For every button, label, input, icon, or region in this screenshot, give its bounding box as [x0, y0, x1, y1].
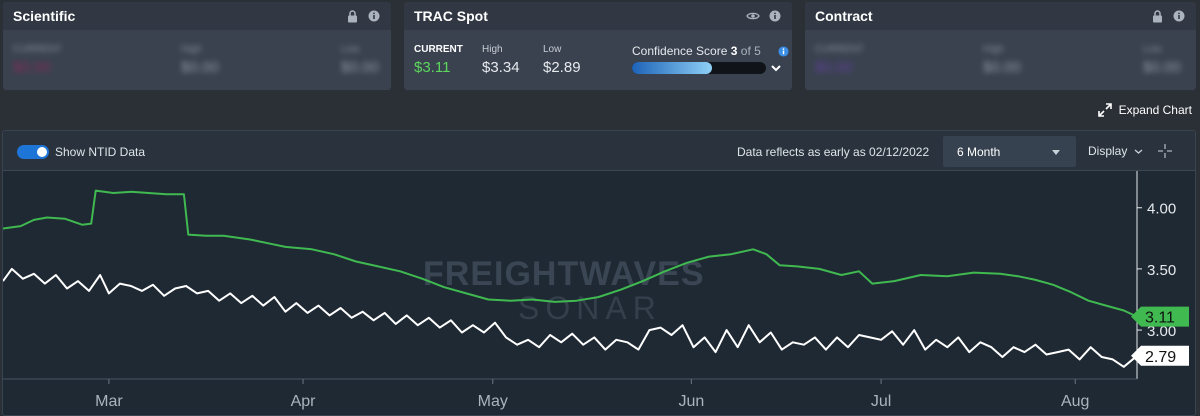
contract-high: High $0.00 [983, 44, 1021, 76]
confidence-info-icon[interactable] [776, 44, 790, 58]
chevron-down-icon[interactable] [770, 60, 782, 78]
contract-low: Low $0.00 [1143, 44, 1181, 76]
series-last-value-tag [1131, 306, 1189, 327]
scientific-card-header: Scientific [3, 2, 391, 30]
confidence-of-text: of 5 [740, 44, 761, 58]
scientific-low: Low $0.00 [341, 44, 379, 76]
chart-panel: Show NTID Data Data reflects as early as… [2, 130, 1196, 416]
contract-current-label: CURRENT [815, 44, 864, 55]
scientific-card: Scientific CURRENT $0.00 High $0.00 Low … [3, 2, 391, 90]
trac-current-value: $3.11 [414, 59, 451, 76]
caret-down-icon [1052, 150, 1060, 155]
contract-low-value: $0.00 [1143, 59, 1181, 76]
scientific-low-label: Low [341, 44, 360, 55]
watermark-line1: FREIGHTWAVES [423, 255, 705, 293]
data-reflects-note: Data reflects as early as 02/12/2022 [737, 145, 930, 159]
contract-current: CURRENT $0.00 [815, 44, 864, 76]
time-range-select[interactable]: 6 Month [943, 136, 1076, 167]
trac-low-label: Low [543, 44, 562, 55]
contract-card: Contract CURRENT $0.00 High $0.00 Low $0… [805, 2, 1196, 90]
contract-high-label: High [983, 44, 1004, 55]
y-tick-label: 3.50 [1147, 262, 1176, 279]
trac-card-title: TRAC Spot [414, 8, 488, 24]
trac-current: CURRENT $3.11 [414, 44, 463, 76]
x-tick-label: Aug [1061, 393, 1089, 410]
trac-high-value: $3.34 [482, 59, 520, 76]
info-icon[interactable] [1172, 9, 1186, 23]
x-tick-label: Mar [95, 393, 123, 410]
scientific-current-value: $0.00 [13, 59, 51, 76]
series-last-value-label: 2.79 [1145, 349, 1176, 366]
contract-card-header: Contract [805, 2, 1196, 30]
scientific-low-value: $0.00 [341, 59, 379, 76]
display-menu[interactable]: Display [1088, 144, 1143, 158]
series-line-trac-spot [3, 189, 1138, 318]
trac-high-label: High [482, 44, 503, 55]
trac-low: Low $2.89 [543, 44, 581, 76]
trac-spot-card: TRAC Spot CURRENT $3.11 High $3.34 Low $… [404, 2, 792, 90]
confidence-score-fill [632, 62, 713, 74]
ntid-toggle[interactable] [17, 145, 49, 159]
contract-high-value: $0.00 [983, 59, 1021, 76]
lock-icon[interactable] [1150, 9, 1164, 23]
y-tick-label: 4.00 [1147, 201, 1176, 218]
scientific-high: High $0.00 [181, 44, 219, 76]
x-tick-label: Jul [871, 393, 891, 410]
ntid-toggle-label: Show NTID Data [55, 145, 146, 159]
contract-card-title: Contract [815, 8, 873, 24]
scientific-current: CURRENT $0.00 [13, 44, 62, 76]
display-label: Display [1088, 144, 1128, 158]
trac-card-header: TRAC Spot [404, 2, 792, 30]
scientific-high-label: High [181, 44, 202, 55]
eye-icon[interactable] [746, 9, 760, 23]
lock-icon[interactable] [345, 9, 359, 23]
scientific-card-title: Scientific [13, 8, 76, 24]
contract-low-label: Low [1143, 44, 1162, 55]
x-tick-label: May [478, 393, 508, 410]
scientific-current-label: CURRENT [13, 44, 62, 55]
series-line-ntid [3, 267, 1138, 368]
chart-toolbar: Show NTID Data Data reflects as early as… [3, 131, 1195, 171]
watermark-line2: SONAR [518, 290, 662, 326]
series-last-value-tag [1131, 345, 1189, 366]
trac-low-value: $2.89 [543, 59, 581, 76]
x-tick-label: Jun [678, 393, 704, 410]
confidence-label-text: Confidence Score [632, 44, 728, 58]
expand-chart-label: Expand Chart [1118, 103, 1192, 117]
confidence-score-label: Confidence Score 3 of 5 [632, 44, 761, 58]
y-tick-label: 3.00 [1147, 323, 1176, 340]
contract-current-value: $0.00 [815, 59, 853, 76]
info-icon[interactable] [768, 9, 782, 23]
confidence-score-bar [632, 62, 766, 74]
expand-icon [1097, 102, 1113, 118]
confidence-score-value: 3 [730, 44, 738, 58]
series-last-value-label: 3.11 [1145, 310, 1175, 327]
time-range-value: 6 Month [957, 145, 1001, 159]
expand-chart-button[interactable]: Expand Chart [1097, 102, 1192, 118]
trac-high: High $3.34 [482, 44, 520, 76]
chevron-down-icon [1134, 149, 1143, 154]
toggle-knob [37, 147, 47, 157]
x-tick-label: Apr [291, 393, 317, 410]
scientific-high-value: $0.00 [181, 59, 219, 76]
info-icon[interactable] [367, 9, 381, 23]
trac-current-label: CURRENT [414, 44, 463, 55]
crosshair-icon[interactable] [1157, 143, 1173, 164]
